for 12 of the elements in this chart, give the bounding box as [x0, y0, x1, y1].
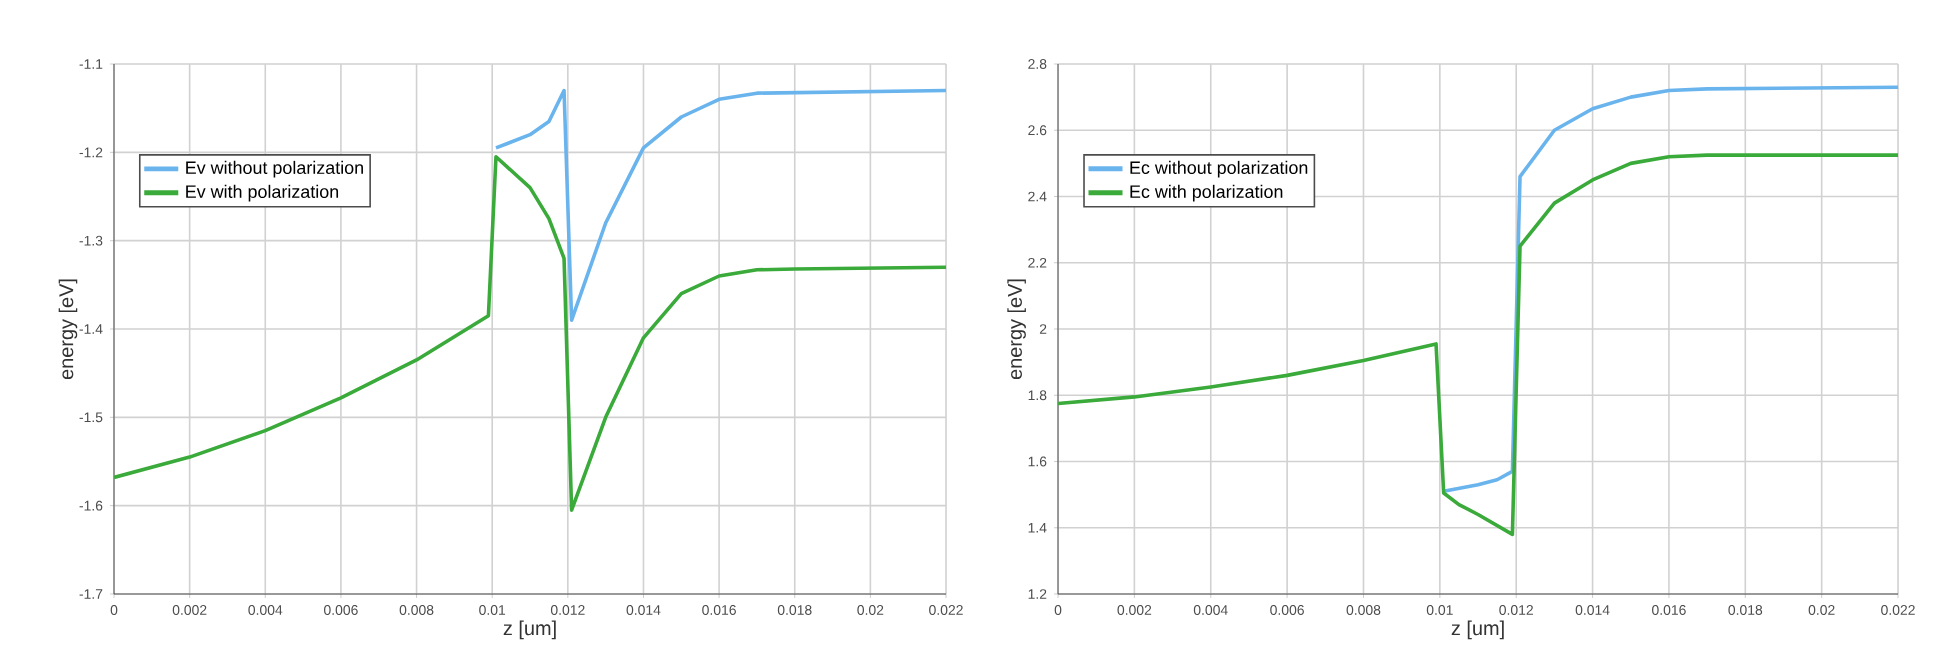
- legend-label: Ec with polarization: [1130, 184, 1283, 202]
- line-series: [494, 88, 947, 322]
- y-axis-title: energy [eV]: [58, 279, 78, 380]
- line-series: [114, 154, 947, 512]
- x-axis-title: z [um]: [503, 620, 556, 640]
- legend-label: Ec without polarization: [1130, 160, 1308, 178]
- line-series: [1441, 85, 1899, 494]
- y-axis-title: energy [eV]: [1007, 279, 1026, 380]
- line-series: [1058, 153, 1899, 537]
- legend-label: Ev without polarization: [186, 160, 363, 178]
- legend-label: Ev with polarization: [186, 184, 339, 202]
- x-axis-title: z [um]: [1451, 620, 1504, 640]
